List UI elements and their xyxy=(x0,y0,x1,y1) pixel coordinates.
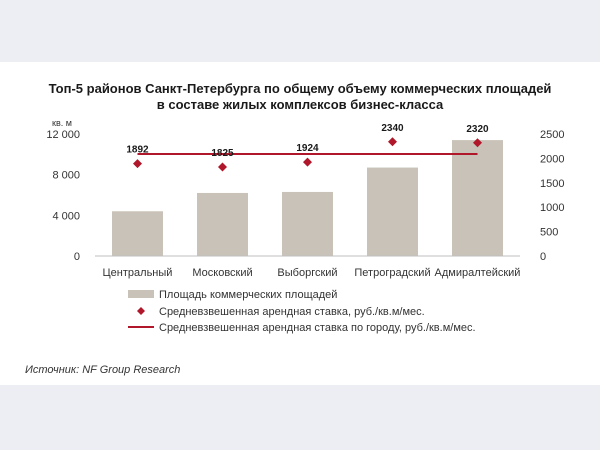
rate-marker-2 xyxy=(218,162,227,172)
legend-label-bar: Площадь коммерческих площадей xyxy=(159,289,337,301)
chart-card: Топ-5 районов Санкт-Петербурга по общему… xyxy=(0,62,600,385)
bar-3 xyxy=(282,191,333,256)
y-right-tick-label: 1000 xyxy=(540,202,564,214)
legend-label-scatter: Средневзвешенная арендная ставка, руб./к… xyxy=(159,306,425,318)
y-left-tick-label: 0 xyxy=(74,251,80,263)
y-left-tick-label: 4 000 xyxy=(52,210,80,222)
y-right-tick-label: 1500 xyxy=(540,178,564,190)
y-right-tick-label: 2500 xyxy=(540,129,564,141)
chart-title-line-1: Топ-5 районов Санкт-Петербурга по общему… xyxy=(49,81,552,96)
y-unit-label: кв. м xyxy=(52,118,72,128)
legend-swatch-bar xyxy=(128,290,154,298)
rate-marker-5 xyxy=(473,138,482,148)
legend-swatch-diamond xyxy=(137,307,145,315)
rate-data-label: 1825 xyxy=(211,148,234,159)
rate-data-label: 1892 xyxy=(126,145,149,156)
y-left-tick-label: 12 000 xyxy=(46,129,80,141)
rate-marker-1 xyxy=(133,159,142,169)
category-label: Адмиралтейский xyxy=(435,267,521,279)
y-right-tick-label: 500 xyxy=(540,227,558,239)
rate-data-label: 1924 xyxy=(296,143,319,154)
chart-title-line-2: в составе жилых комплексов бизнес-класса xyxy=(157,97,444,112)
y-right-tick-label: 0 xyxy=(540,251,546,263)
bar-5 xyxy=(452,140,503,256)
bar-4 xyxy=(367,167,418,256)
legend-label-line: Средневзвешенная арендная ставка по горо… xyxy=(159,322,476,334)
bar-2 xyxy=(197,192,248,256)
source-note: Источник: NF Group Research xyxy=(25,364,180,376)
bar-1 xyxy=(112,211,163,256)
category-label: Петроградский xyxy=(354,267,430,279)
legend: Площадь коммерческих площадей Средневзве… xyxy=(128,289,476,334)
rate-data-label: 2320 xyxy=(466,124,489,135)
y-left-tick-label: 8 000 xyxy=(52,170,80,182)
category-label: Московский xyxy=(192,267,252,279)
category-label: Центральный xyxy=(103,267,173,279)
category-label: Выборгский xyxy=(277,267,337,279)
y-right-tick-label: 2000 xyxy=(540,153,564,165)
rate-marker-4 xyxy=(388,137,397,147)
chart-svg: Топ-5 районов Санкт-Петербурга по общему… xyxy=(25,81,564,376)
rate-marker-3 xyxy=(303,157,312,167)
rate-data-label: 2340 xyxy=(381,123,404,134)
